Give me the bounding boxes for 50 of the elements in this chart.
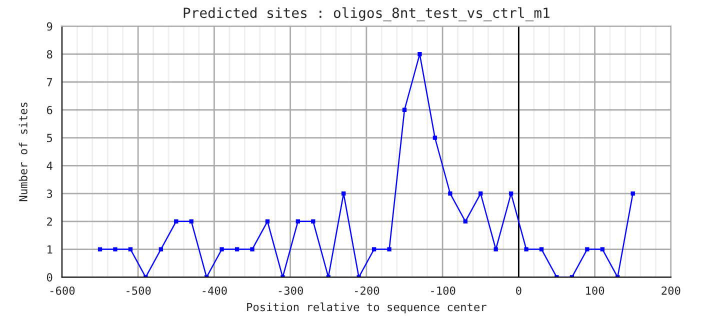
point [463,219,468,224]
point [220,247,224,252]
point [387,247,392,252]
point [600,247,604,252]
x-tick-label: 200 [662,286,680,295]
point [585,247,590,252]
point [418,52,422,56]
point [508,191,514,196]
x-tick-label: -400 [202,286,227,295]
point [174,219,178,224]
x-axis-title: Position relative to sequence center [247,302,486,314]
y-tick-label: 8 [46,50,52,59]
point [448,191,452,196]
point [539,247,544,252]
y-tick-label: 1 [48,245,52,254]
y-tick-label: 4 [46,162,52,170]
point [98,247,102,252]
point [296,219,300,224]
y-tick-label: 7 [46,78,52,86]
x-tick-label: 0 [516,286,522,295]
x-tick-label: -300 [278,286,303,295]
point [265,219,270,224]
point [128,247,133,252]
x-tick-label: -100 [431,286,456,295]
x-tick-label: -200 [354,286,380,295]
point [524,247,528,252]
point [402,108,407,112]
x-tick-label: 100 [586,286,604,295]
point [234,247,240,252]
x-tick-label: -600 [50,286,75,295]
y-axis-title: Number of sites [18,102,28,202]
y-tick-label: 9 [46,22,52,31]
y-tick-label: 0 [46,273,52,282]
point [342,191,346,196]
point [630,191,635,196]
x-tick-label: -500 [126,286,151,295]
point [113,247,118,252]
y-tick-label: 6 [46,106,52,114]
y-tick-label: 5 [47,134,52,142]
y-tick-label: 2 [47,217,52,226]
chart-title: Predicted sites : oligos_8nt_test_vs_ctrl_m1 [184,7,550,22]
point [250,247,254,252]
point [372,247,376,252]
point [478,191,483,196]
y-tick-label: 3 [46,190,52,198]
point [158,247,163,252]
point [494,247,498,252]
point [189,219,194,224]
point [311,219,316,224]
point [432,136,438,140]
